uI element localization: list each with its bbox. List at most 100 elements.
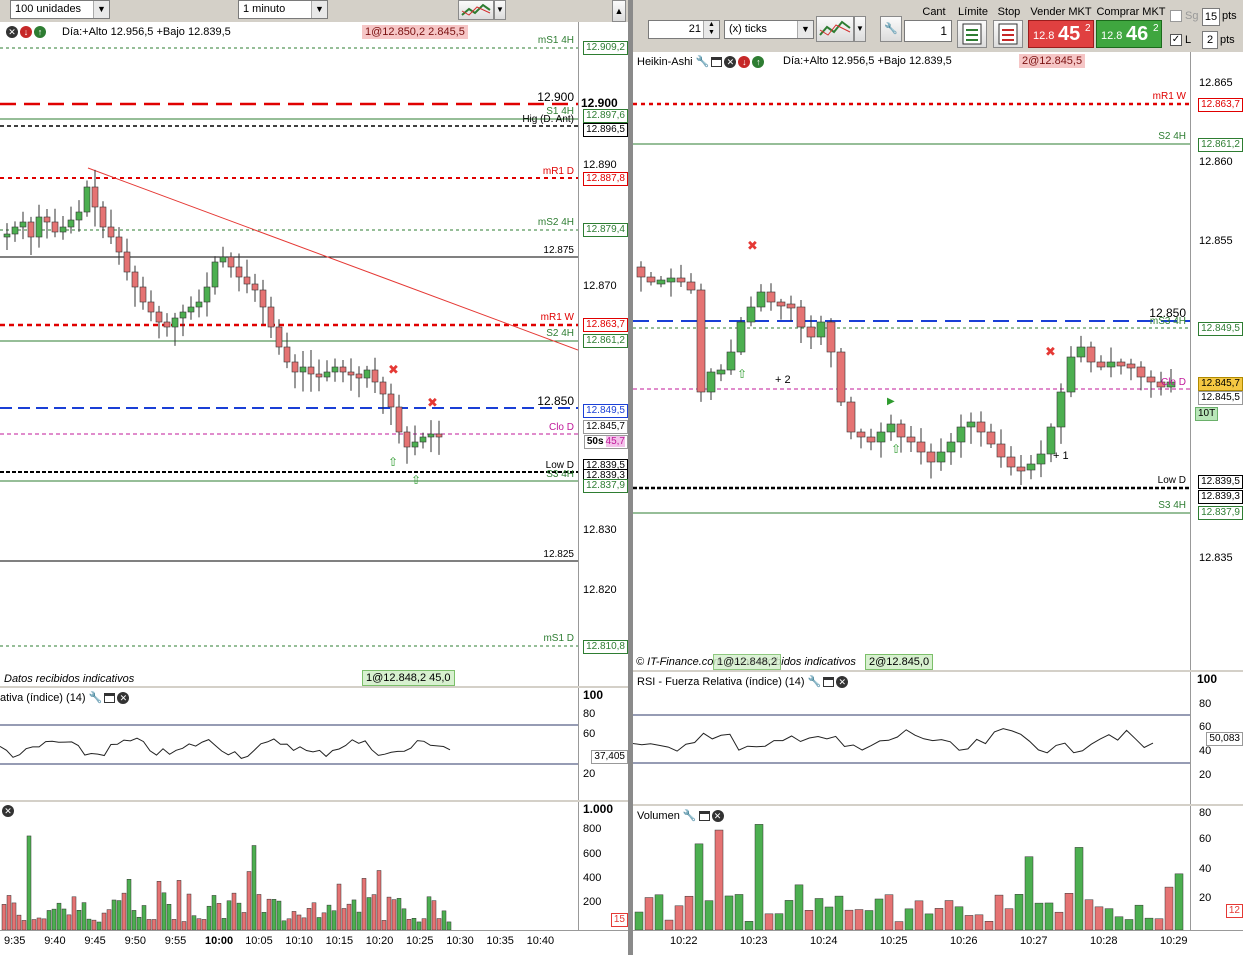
down-arrow-icon[interactable]: ↓ <box>20 26 32 39</box>
units-select[interactable]: 100 unidades ▼ <box>10 0 110 19</box>
candle <box>187 296 195 320</box>
right-volume-panel[interactable]: Volumen 🔧 ✕ <box>633 806 1190 930</box>
ticks-unit-select[interactable]: (x) ticks ▼ <box>724 20 814 39</box>
right-volume-axis: 80 60 40 20 12 <box>1190 806 1243 930</box>
candle <box>131 265 139 307</box>
close-icon[interactable]: ✕ <box>2 805 14 818</box>
right-rsi-title: RSI - Fuerza Relativa (índice) (14) <box>637 676 805 688</box>
volume-bar <box>1134 904 1144 930</box>
volume-bar <box>924 913 934 930</box>
chart-type-button[interactable] <box>816 16 854 42</box>
candle <box>19 211 27 240</box>
scroll-up-button[interactable]: ▲ <box>612 0 626 22</box>
left-order-tag[interactable]: 1@12.850,2 2.845,5 <box>362 25 468 39</box>
right-time-axis[interactable]: 10:22 10:23 10:24 10:25 10:26 10:27 10:28 10:29 <box>633 930 1243 955</box>
candle <box>59 216 67 240</box>
candle <box>716 364 726 382</box>
close-icon[interactable]: ✕ <box>6 26 18 39</box>
y-tick: 12.820 <box>583 584 617 596</box>
wrench-icon[interactable]: 🔧 <box>88 692 103 704</box>
wrench-icon[interactable]: 🔧 <box>682 810 697 822</box>
stepper-arrows-icon[interactable]: ▲ ▼ <box>703 21 719 38</box>
volume-bar <box>171 919 177 930</box>
candle <box>107 209 115 245</box>
close-icon[interactable]: ✕ <box>724 56 737 69</box>
volume-bar <box>904 908 914 930</box>
left-rsi-panel[interactable]: ativa (índice) (14) 🔧 ✕ <box>0 688 578 800</box>
volume-bar <box>251 845 257 930</box>
candle <box>1076 335 1086 363</box>
level-label: mR1 W <box>540 312 574 323</box>
candle <box>299 350 307 392</box>
wrench-icon[interactable]: 🔧 <box>695 56 710 68</box>
candle <box>243 259 251 294</box>
countdown-timer: 50s <box>586 436 604 447</box>
close-icon[interactable]: ✕ <box>836 676 849 689</box>
bottom-order-tag[interactable]: 1@12.848,2 <box>713 654 782 670</box>
quantity-input[interactable]: 1 <box>904 20 952 42</box>
price-box: 12.839,5 <box>1198 475 1243 489</box>
candle <box>235 253 243 292</box>
chart-type-dropdown[interactable]: ▼ <box>494 0 506 20</box>
close-icon[interactable]: ✕ <box>711 810 724 823</box>
right-order-tag[interactable]: 2@12.845,5 <box>1019 54 1086 68</box>
volume-bar <box>126 879 132 930</box>
right-price-axis[interactable]: 12.865 12.863,7 12.861,2 12.860 12.855 1… <box>1190 52 1243 670</box>
x-tick: 10:30 <box>446 935 474 947</box>
volume-bar <box>874 898 884 930</box>
up-arrow-icon[interactable]: ↑ <box>34 26 46 39</box>
volume-bar <box>416 921 422 930</box>
close-icon[interactable]: ✕ <box>117 692 130 705</box>
volume-bar <box>91 919 97 930</box>
wrench-icon[interactable]: 🔧 <box>807 676 822 688</box>
down-arrow-icon[interactable]: ↓ <box>738 56 751 69</box>
bottom-order-tag[interactable]: 2@12.845,0 <box>865 654 934 670</box>
right-rsi-panel[interactable]: RSI - Fuerza Relativa (índice) (14) 🔧 ✕ <box>633 672 1190 804</box>
left-volume-axis: 1.000 800 600 400 200 15 <box>578 802 628 930</box>
ticks-stepper[interactable]: 21 ▲ ▼ <box>648 20 720 39</box>
left-price-chart[interactable]: ✖ ✖ ⇧ ⇧ ✕ ↓ ↑ Día:+Alto 12.956,5 +Bajo 12.… <box>0 22 578 686</box>
left-time-axis[interactable]: 9:35 9:40 9:45 9:50 9:55 10:00 10:05 10:10 10:15… <box>0 930 628 955</box>
left-volume-panel[interactable]: ✕ <box>0 802 578 930</box>
chart-type-button[interactable] <box>458 0 494 20</box>
pane-splitter[interactable] <box>628 0 633 955</box>
l-points-input[interactable]: 2 <box>1202 31 1218 49</box>
candle <box>387 383 395 425</box>
y-tick: 12.835 <box>1199 552 1233 564</box>
settings-button[interactable]: 🔧 <box>880 16 902 42</box>
l-checkbox[interactable]: ✓ <box>1170 34 1182 46</box>
window-icon[interactable] <box>711 57 723 68</box>
up-arrow-icon[interactable]: ↑ <box>752 56 765 69</box>
x-tick: 9:35 <box>4 935 26 947</box>
left-price-axis[interactable]: 12.909,2 12.900 12.897,6 12.896,5 12.890… <box>578 22 628 686</box>
volume-bar <box>884 894 894 930</box>
volume-bar <box>764 913 774 930</box>
limit-order-button[interactable] <box>957 20 987 48</box>
window-icon[interactable] <box>698 811 710 822</box>
volume-bar <box>1044 902 1054 930</box>
stop-order-button[interactable] <box>993 20 1023 48</box>
candle <box>51 208 59 238</box>
window-icon[interactable] <box>104 693 116 704</box>
right-rsi-canvas <box>633 714 1190 764</box>
left-bottom-order-tag[interactable]: 1@12.848,2 45,0 <box>362 670 455 686</box>
right-price-chart[interactable]: ✖ ✖ ⇧ ⇧ ▶ Heikin-Ashi 🔧 ✕ ↓ ↑ Día:+Alto 12.… <box>633 52 1190 670</box>
price-box: 12.839,3 <box>1198 490 1243 504</box>
candle <box>211 256 219 295</box>
chevron-up-icon: ▲ <box>614 6 624 16</box>
candle <box>1066 346 1076 398</box>
volume-bar <box>634 911 644 930</box>
buy-market-button[interactable]: 12.8 46 2 <box>1096 20 1162 48</box>
window-icon[interactable] <box>823 677 835 688</box>
candle <box>435 420 443 455</box>
candle <box>331 358 339 382</box>
chart-type-dropdown[interactable]: ▼ <box>854 16 866 42</box>
interval-select[interactable]: 1 minuto ▼ <box>238 0 328 19</box>
sg-points-input[interactable]: 15 <box>1202 8 1220 26</box>
volume-bar <box>1094 906 1104 930</box>
sell-market-button[interactable]: 12.8 45 2 <box>1028 20 1094 48</box>
sg-checkbox[interactable] <box>1170 10 1182 22</box>
x-tick: 10:23 <box>740 935 768 947</box>
sell-label: Vender MKT <box>1030 6 1092 18</box>
y-tick: 20 <box>583 768 596 780</box>
